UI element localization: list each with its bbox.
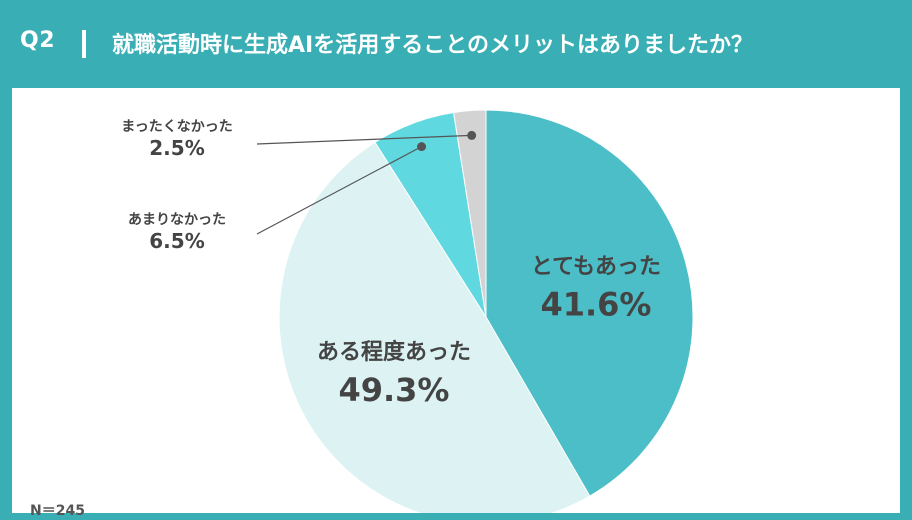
leader-line-3 bbox=[256, 146, 422, 235]
leader-dot-3 bbox=[417, 142, 427, 152]
slice-value-1: 41.6% bbox=[540, 285, 651, 323]
slice-value-2: 49.3% bbox=[338, 371, 449, 409]
slice-label-1: とてもあった bbox=[531, 254, 661, 279]
callout-value-3: 6.5% bbox=[149, 229, 204, 253]
question-number: Q2 bbox=[20, 28, 56, 53]
sample-size-label: N＝245 bbox=[30, 503, 85, 519]
pie-slice-4 bbox=[453, 109, 487, 318]
chart-header: Q2 就職活動時に生成AIを活用することのメリットはありましたか？ bbox=[0, 0, 912, 88]
slice-label-2: ある程度あった bbox=[317, 339, 471, 365]
question-title: 就職活動時に生成AIを活用することのメリットはありましたか？ bbox=[112, 33, 753, 58]
leader-dot-4 bbox=[467, 130, 477, 140]
pie-slice-1 bbox=[485, 109, 694, 497]
callout-value-4: 2.5% bbox=[149, 136, 204, 160]
leader-line-4 bbox=[256, 134, 472, 145]
callout-label-4: まったくなかった bbox=[121, 119, 232, 135]
chart-panel: とてもあった 41.6% ある程度あった 49.3% あまりなかった 6.5% まったくなか… bbox=[12, 88, 900, 513]
header-divider bbox=[82, 30, 86, 58]
pie-slice-2 bbox=[278, 141, 591, 513]
callout-label-3: あまりなかった bbox=[128, 212, 226, 228]
